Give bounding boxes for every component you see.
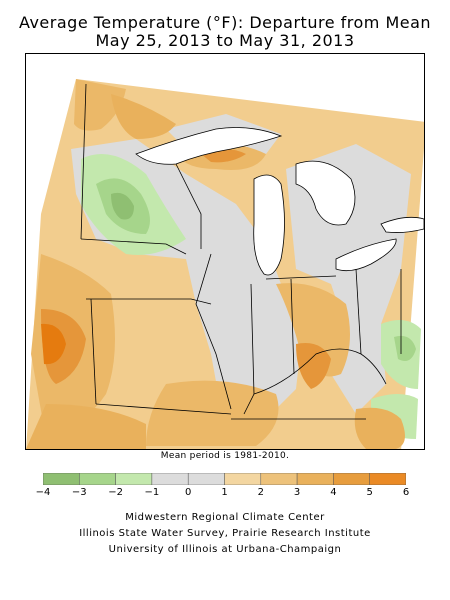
border-mn-west <box>80 83 87 240</box>
warm-zone-indiana <box>276 283 350 377</box>
color-legend <box>43 473 406 485</box>
map-title: Average Temperature (°F): Departure from… <box>18 13 432 32</box>
legend-tick-label: 3 <box>293 487 301 498</box>
border-missouri-west <box>90 298 97 405</box>
border-iowa-south <box>86 298 212 305</box>
legend-tick-label: 6 <box>402 487 410 498</box>
warm-zone-northwest <box>74 79 126 131</box>
warm-zone-upper-lakes <box>111 94 176 139</box>
map-date-range: May 25, 2013 to May 31, 2013 <box>95 31 355 50</box>
legend-tick-label: 4 <box>330 487 337 498</box>
legend-swatch <box>369 473 406 485</box>
lake-huron <box>295 160 356 226</box>
legend-swatch <box>79 473 116 485</box>
warm-zone-west-max <box>41 323 66 365</box>
lake-ontario <box>380 216 424 233</box>
credit-line-1: Midwestern Regional Climate Center <box>125 512 325 523</box>
legend-tick-label: −4 <box>35 487 51 498</box>
legend-swatch <box>224 473 262 485</box>
warm-zone-south <box>146 380 279 446</box>
legend-tick-label: 5 <box>366 487 373 498</box>
mean-period-note: Mean period is 1981-2010. <box>160 451 290 461</box>
cool-zone-minnesota-center <box>111 192 134 220</box>
border-ohio-east <box>355 268 362 355</box>
border-missouri-south <box>95 403 232 415</box>
lake-superior <box>135 127 283 165</box>
border-illinois-west <box>195 253 232 410</box>
state-borders <box>80 83 402 420</box>
warm-zone-southwest <box>26 404 146 449</box>
legend-tick-label: 2 <box>257 487 264 498</box>
legend-tick-label: −3 <box>71 487 87 498</box>
legend-swatch <box>43 473 80 485</box>
legend-swatch <box>151 473 189 485</box>
lake-erie <box>335 238 397 272</box>
legend-color-bar <box>43 473 406 485</box>
cool-zone-ohio-core <box>394 335 416 362</box>
warm-zone-kentucky <box>296 343 331 389</box>
lake-michigan <box>253 174 285 276</box>
temperature-departure-map <box>25 53 425 450</box>
legend-swatch <box>260 473 298 485</box>
great-lakes <box>135 127 424 276</box>
credit-line-3: University of Illinois at Urbana-Champai… <box>108 544 342 555</box>
legend-swatch <box>333 473 370 485</box>
border-wisconsin-michigan <box>175 163 202 249</box>
credit-line-2: Illinois State Water Survey, Prairie Res… <box>79 528 371 539</box>
border-minnesota-wisconsin <box>80 238 187 255</box>
legend-tick-label: −2 <box>108 487 123 498</box>
legend-tick-label: −1 <box>144 487 160 498</box>
warm-zone-southeast-strong <box>354 407 405 449</box>
border-indiana-east <box>290 278 295 375</box>
legend-tick-label: 0 <box>185 487 192 498</box>
border-michigan-indiana <box>265 275 337 280</box>
legend-swatch <box>296 473 334 485</box>
legend-swatch <box>115 473 153 485</box>
legend-tick-label: 1 <box>221 487 228 498</box>
border-ohio-river <box>253 348 387 395</box>
legend-swatch <box>187 473 225 485</box>
map-canvas <box>26 54 424 449</box>
